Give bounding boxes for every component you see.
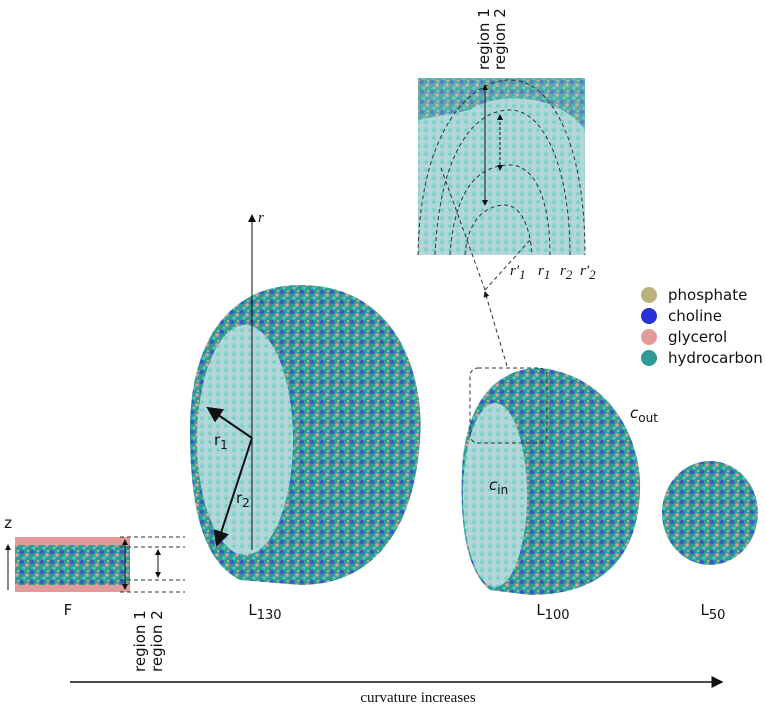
vesicle-cavity (197, 325, 293, 555)
region-label: region 1 (131, 610, 149, 672)
t: 2 (242, 496, 250, 510)
t: in (497, 483, 508, 497)
t: 1 (519, 267, 526, 282)
panel-label: L130 (248, 601, 281, 623)
t: 1 (544, 267, 551, 282)
panel-label: L50 (701, 601, 726, 623)
t: out (638, 411, 658, 425)
t: 100 (545, 608, 570, 623)
axis-label: z (4, 514, 12, 532)
t: 2 (589, 267, 596, 282)
vesicle-cavity (463, 403, 527, 587)
legend-label: hydrocarbon (668, 349, 763, 367)
t: 1 (220, 438, 228, 452)
inset (418, 78, 585, 290)
vesicle-l50 (662, 461, 758, 565)
legend-label: glycerol (668, 328, 727, 346)
surface-label: cout (630, 404, 658, 425)
bilayer-core (15, 545, 130, 585)
figure: z F region 1 region 2 r r1 r2 L130 cin c… (0, 0, 766, 709)
zoom-arrow (485, 292, 507, 366)
legend-label: choline (668, 307, 722, 325)
axis-label: r (258, 210, 264, 226)
region-label: region 2 (148, 610, 166, 672)
legend-label: phosphate (668, 286, 747, 304)
t: 50 (709, 608, 726, 623)
region-label: region 2 (491, 8, 509, 70)
t: 130 (257, 608, 282, 623)
panel-label: F (64, 601, 73, 619)
footer-label: curvature increases (360, 690, 476, 706)
panel-label: L100 (536, 601, 569, 623)
legend (641, 287, 657, 366)
t: 2 (566, 267, 573, 282)
radius-labels: r′1 r1 r2 r′2 (510, 263, 596, 283)
